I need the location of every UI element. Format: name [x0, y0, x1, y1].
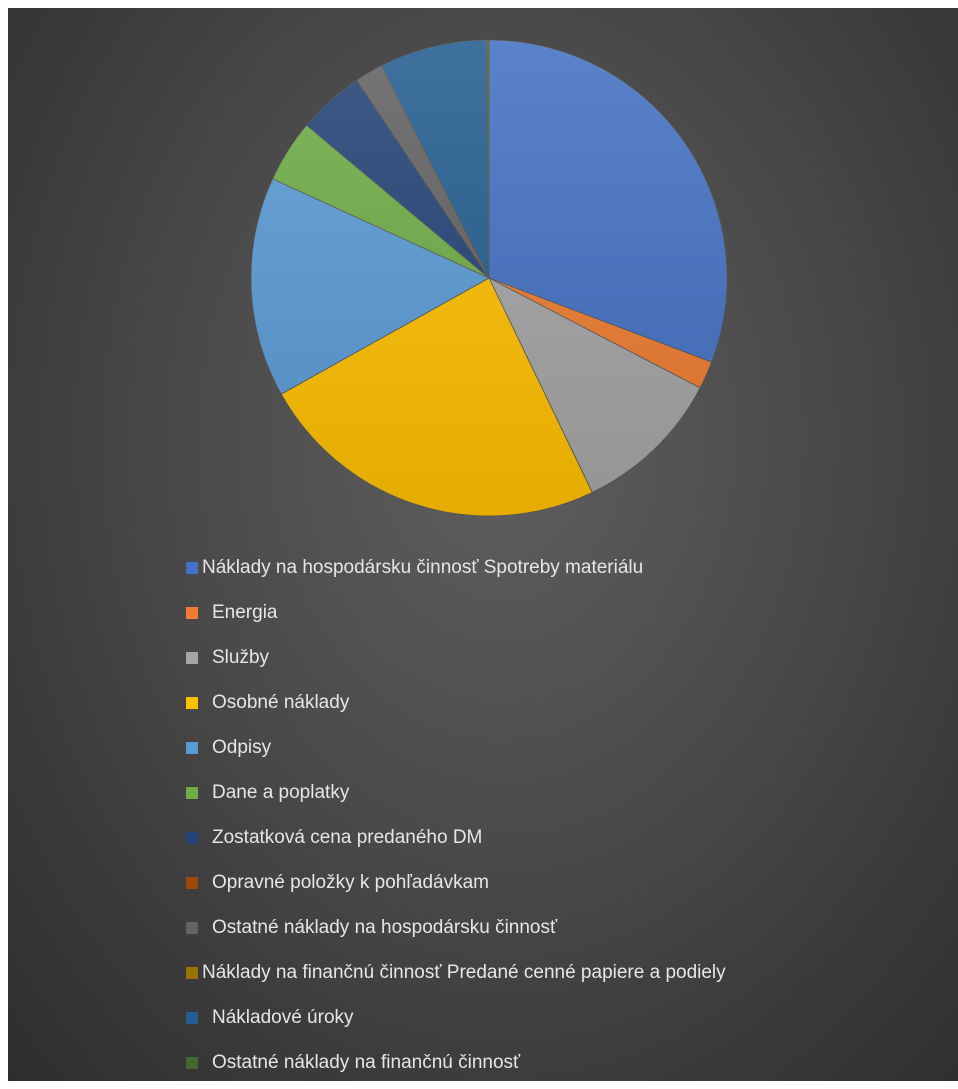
legend-label: Služby — [212, 647, 270, 668]
legend-label: Opravné položky k pohľadávkam — [212, 872, 489, 893]
legend-label: Ostatné náklady na hospodársku činnosť — [212, 917, 558, 938]
pie-shading — [251, 40, 727, 516]
legend-label: Náklady na finančnú činnosť Predané cenn… — [202, 962, 726, 983]
legend-swatch — [186, 877, 198, 889]
legend-item-dane-a-poplatky: Dane a poplatky — [186, 779, 349, 807]
legend-label: Zostatková cena predaného DM — [212, 827, 483, 848]
legend-swatch — [186, 922, 198, 934]
chart-area: Náklady na hospodársku činnosť Spotreby … — [8, 8, 958, 1081]
legend-label: Energia — [212, 602, 278, 623]
legend-item-energia: Energia — [186, 599, 278, 627]
pie-slices — [250, 39, 728, 517]
legend-item-spotreba-materialu: Náklady na hospodársku činnosť Spotreby … — [186, 554, 643, 582]
legend-label: Odpisy — [212, 737, 272, 758]
legend-swatch — [186, 1057, 198, 1069]
legend-item-osobne-naklady: Osobné náklady — [186, 689, 349, 717]
legend-item-predane-cenne-papiere: Náklady na finančnú činnosť Predané cenn… — [186, 959, 726, 987]
legend-swatch — [186, 832, 198, 844]
legend-item-ostatne-financne: Ostatné náklady na finančnú činnosť — [186, 1049, 520, 1077]
legend-item-nakladove-uroky: Nákladové úroky — [186, 1004, 354, 1032]
legend-swatch — [186, 742, 198, 754]
legend-item-zostatkova-cena: Zostatková cena predaného DM — [186, 824, 482, 852]
legend-swatch — [186, 967, 198, 979]
legend-swatch — [186, 562, 198, 574]
legend-item-opravne-polozky: Opravné položky k pohľadávkam — [186, 869, 489, 897]
legend-label: Dane a poplatky — [212, 782, 350, 803]
legend-item-ostatne-hospodarske: Ostatné náklady na hospodársku činnosť — [186, 914, 557, 942]
pie-chart — [250, 39, 728, 517]
legend-item-sluzby: Služby — [186, 644, 269, 672]
legend-swatch — [186, 607, 198, 619]
legend-label: Ostatné náklady na finančnú činnosť — [212, 1052, 521, 1073]
legend-swatch — [186, 787, 198, 799]
legend-swatch — [186, 652, 198, 664]
legend-item-odpisy: Odpisy — [186, 734, 271, 762]
legend-label: Osobné náklady — [212, 692, 350, 713]
legend-swatch — [186, 697, 198, 709]
legend-swatch — [186, 1012, 198, 1024]
legend-label: Nákladové úroky — [212, 1007, 354, 1028]
legend-label: Náklady na hospodársku činnosť Spotreby … — [202, 557, 644, 578]
